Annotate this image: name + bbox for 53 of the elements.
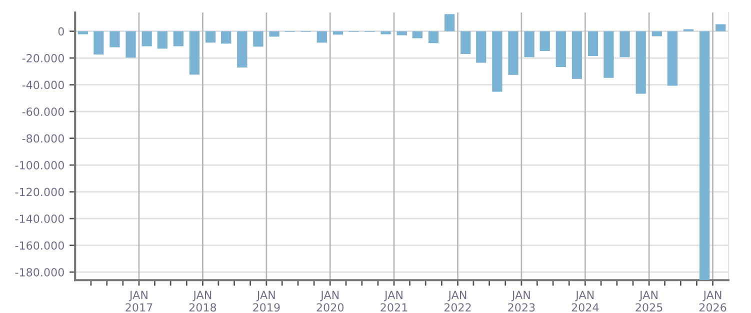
x-tick-label: JAN 2026 bbox=[699, 290, 726, 312]
bar bbox=[476, 31, 486, 63]
y-tick-label: 0 bbox=[58, 27, 64, 36]
bar bbox=[652, 31, 662, 36]
bar bbox=[173, 31, 184, 46]
y-tick-label: -100.000 bbox=[15, 161, 64, 170]
bar bbox=[444, 14, 455, 32]
bar bbox=[428, 31, 439, 44]
bar bbox=[460, 31, 471, 54]
bar bbox=[396, 31, 407, 36]
x-tick-label: JAN 2023 bbox=[508, 290, 535, 312]
bar bbox=[237, 31, 248, 68]
bar bbox=[556, 31, 566, 67]
bar bbox=[524, 31, 534, 58]
bar bbox=[221, 31, 232, 44]
y-tick-label: -160.000 bbox=[15, 241, 64, 250]
y-tick-label: -80.000 bbox=[22, 134, 64, 143]
bar bbox=[492, 31, 502, 92]
x-tick-label: JAN 2022 bbox=[444, 290, 471, 312]
bar bbox=[716, 24, 726, 32]
bar bbox=[412, 31, 422, 38]
bar bbox=[189, 31, 200, 75]
bar bbox=[142, 31, 152, 46]
bar bbox=[269, 31, 280, 37]
x-tick-label: JAN 2024 bbox=[572, 290, 599, 312]
y-tick-label: -20.000 bbox=[22, 54, 64, 62]
bar bbox=[157, 31, 168, 49]
bar bbox=[508, 31, 518, 75]
bar bbox=[620, 31, 630, 58]
x-tick-label: JAN 2021 bbox=[380, 290, 408, 312]
y-tick-label: -140.000 bbox=[15, 214, 64, 223]
y-tick-label: -120.000 bbox=[15, 188, 64, 196]
x-tick-label: JAN 2020 bbox=[316, 290, 344, 312]
x-tick-label: JAN 2019 bbox=[253, 290, 280, 312]
y-tick-label: -180.000 bbox=[15, 268, 64, 276]
bar bbox=[94, 31, 104, 55]
x-tick-label: JAN 2018 bbox=[189, 290, 216, 312]
bar bbox=[205, 31, 216, 43]
bar bbox=[110, 31, 120, 48]
bar bbox=[588, 31, 598, 56]
y-tick-label: -40.000 bbox=[22, 80, 64, 90]
x-tick-label: JAN 2025 bbox=[636, 290, 662, 312]
bar bbox=[572, 31, 582, 79]
bar bbox=[540, 31, 550, 52]
bar bbox=[126, 31, 136, 58]
bar bbox=[604, 31, 614, 78]
bar bbox=[636, 31, 646, 94]
bar bbox=[667, 31, 678, 86]
bar bbox=[316, 31, 327, 43]
bar bbox=[253, 31, 264, 47]
bar bbox=[699, 31, 710, 280]
x-tick-label: JAN 2017 bbox=[126, 290, 152, 312]
y-tick-label: -60.000 bbox=[22, 108, 64, 116]
